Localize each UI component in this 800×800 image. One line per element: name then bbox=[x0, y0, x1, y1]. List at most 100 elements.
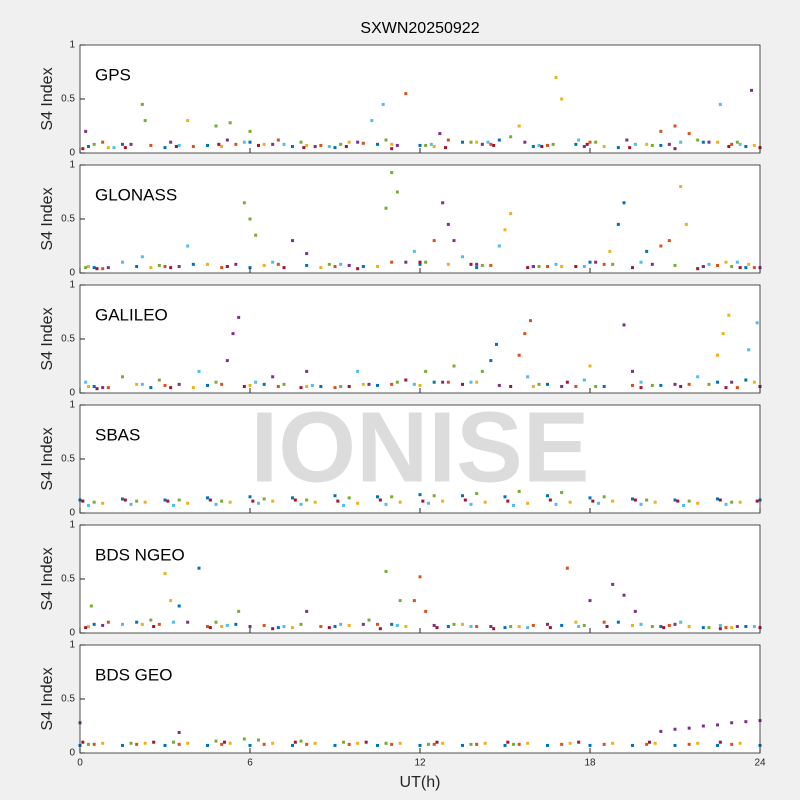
point bbox=[282, 625, 286, 629]
point bbox=[744, 378, 748, 382]
point bbox=[659, 129, 663, 133]
point bbox=[653, 500, 657, 504]
point bbox=[356, 267, 360, 271]
plot-area bbox=[80, 525, 760, 633]
point bbox=[582, 265, 586, 269]
point bbox=[435, 740, 439, 744]
point bbox=[361, 141, 365, 145]
point bbox=[718, 627, 722, 631]
point bbox=[747, 348, 751, 352]
point bbox=[271, 375, 275, 379]
point bbox=[225, 265, 229, 269]
point bbox=[718, 498, 722, 502]
point bbox=[214, 620, 218, 624]
point bbox=[489, 142, 493, 146]
point bbox=[163, 146, 167, 150]
point bbox=[724, 502, 728, 506]
point bbox=[716, 743, 719, 747]
point bbox=[276, 626, 280, 630]
point bbox=[177, 498, 181, 502]
point bbox=[554, 262, 558, 266]
point bbox=[469, 380, 473, 384]
point bbox=[384, 569, 388, 573]
point bbox=[299, 739, 303, 743]
point bbox=[404, 625, 408, 629]
point bbox=[319, 385, 323, 389]
point bbox=[724, 626, 728, 630]
point bbox=[716, 263, 719, 267]
y-tick-label: 0 bbox=[69, 628, 75, 639]
point bbox=[228, 500, 232, 504]
point bbox=[412, 599, 416, 603]
point bbox=[140, 102, 144, 106]
point bbox=[531, 145, 535, 149]
point bbox=[251, 499, 255, 503]
point bbox=[432, 145, 436, 149]
point bbox=[271, 260, 275, 264]
point bbox=[106, 266, 110, 270]
point bbox=[432, 239, 436, 243]
point bbox=[242, 385, 246, 389]
point bbox=[503, 495, 507, 499]
point bbox=[461, 255, 464, 259]
point bbox=[512, 503, 515, 507]
point bbox=[234, 142, 238, 146]
point bbox=[560, 490, 564, 494]
point bbox=[305, 609, 309, 613]
point bbox=[291, 496, 294, 500]
point bbox=[412, 382, 416, 386]
point bbox=[344, 145, 348, 149]
point bbox=[701, 140, 705, 144]
point bbox=[92, 622, 96, 626]
point bbox=[220, 625, 224, 629]
point bbox=[461, 743, 464, 747]
point bbox=[707, 626, 711, 630]
point bbox=[659, 625, 663, 629]
x-axis-label: UT(h) bbox=[400, 774, 441, 791]
point bbox=[529, 319, 532, 323]
point bbox=[101, 140, 105, 144]
point bbox=[441, 380, 445, 384]
y-axis-label: S4 Index bbox=[39, 667, 56, 730]
point bbox=[444, 146, 447, 150]
point bbox=[492, 627, 496, 631]
point bbox=[687, 726, 691, 730]
point bbox=[356, 741, 360, 745]
point bbox=[531, 265, 535, 269]
point bbox=[177, 382, 181, 386]
point bbox=[605, 625, 609, 629]
point bbox=[673, 263, 677, 267]
y-tick-label: 1 bbox=[69, 520, 75, 531]
point bbox=[87, 503, 90, 507]
point bbox=[716, 353, 719, 357]
point bbox=[106, 620, 110, 624]
point bbox=[509, 212, 513, 216]
point bbox=[588, 140, 592, 144]
point bbox=[169, 140, 173, 144]
point bbox=[169, 386, 173, 390]
point bbox=[469, 625, 473, 629]
point bbox=[418, 743, 422, 747]
point bbox=[418, 493, 422, 497]
point bbox=[650, 383, 654, 387]
point bbox=[135, 499, 139, 503]
point bbox=[577, 625, 581, 629]
y-tick-label: 1 bbox=[69, 640, 75, 651]
point bbox=[684, 222, 688, 226]
y-tick-label: 0.5 bbox=[61, 94, 75, 105]
point bbox=[497, 383, 501, 387]
point bbox=[163, 572, 167, 576]
point bbox=[81, 740, 85, 744]
point bbox=[546, 494, 549, 498]
point bbox=[395, 380, 399, 384]
point bbox=[673, 622, 677, 626]
point bbox=[687, 132, 691, 136]
point bbox=[191, 386, 195, 390]
point bbox=[631, 497, 634, 501]
point bbox=[376, 743, 379, 747]
point bbox=[356, 501, 360, 505]
point bbox=[673, 382, 677, 386]
point bbox=[87, 145, 90, 149]
point bbox=[526, 375, 530, 379]
point bbox=[435, 626, 439, 630]
